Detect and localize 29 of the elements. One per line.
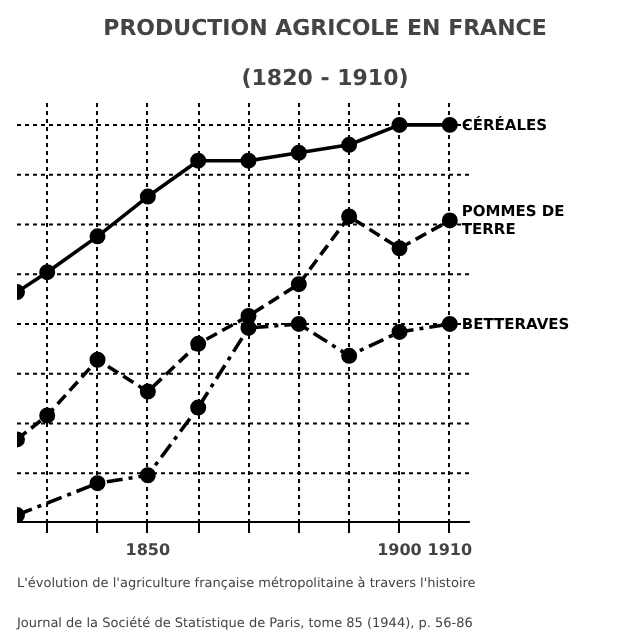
- point: [190, 152, 207, 169]
- point: [441, 116, 458, 133]
- point: [190, 399, 207, 416]
- point: [89, 475, 106, 492]
- point: [139, 467, 156, 484]
- point: [441, 212, 458, 229]
- point: [39, 407, 56, 424]
- point: [190, 335, 207, 352]
- point: [341, 347, 358, 364]
- x-tick-label: 1900: [377, 541, 423, 559]
- point: [391, 323, 408, 340]
- point: [240, 152, 257, 169]
- point: [391, 116, 408, 133]
- chart-subtitle: (1820 - 1910): [241, 65, 409, 91]
- point: [290, 144, 307, 161]
- x-tick-label: 1850: [125, 541, 171, 559]
- point: [139, 383, 156, 400]
- point: [441, 315, 458, 332]
- point: [139, 188, 156, 205]
- point: [290, 315, 307, 332]
- point: [89, 228, 106, 245]
- point: [341, 208, 358, 225]
- point: [89, 351, 106, 368]
- chart-title: PRODUCTION AGRICOLE EN FRANCE: [103, 15, 547, 41]
- x-tick-label: 1910: [427, 541, 473, 559]
- point: [290, 276, 307, 293]
- point: [391, 240, 408, 257]
- point: [341, 136, 358, 153]
- point: [39, 264, 56, 281]
